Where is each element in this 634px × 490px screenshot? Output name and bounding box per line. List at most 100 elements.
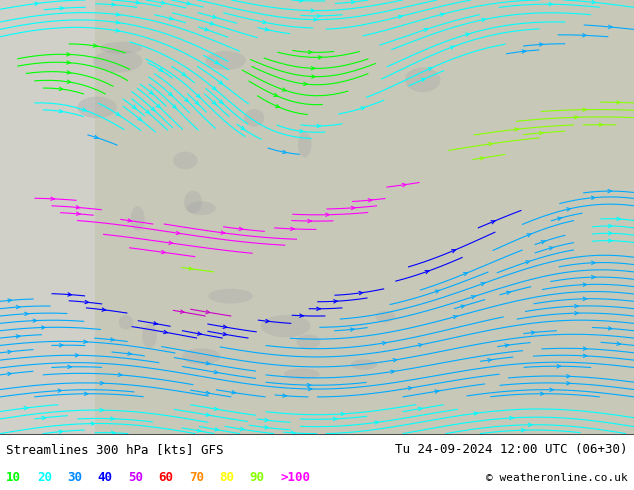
- FancyArrowPatch shape: [110, 338, 114, 341]
- FancyArrowPatch shape: [299, 0, 303, 2]
- FancyArrowPatch shape: [609, 232, 612, 235]
- FancyArrowPatch shape: [311, 9, 314, 12]
- FancyArrowPatch shape: [25, 312, 29, 316]
- FancyArrowPatch shape: [116, 112, 120, 116]
- FancyArrowPatch shape: [197, 429, 201, 432]
- FancyArrowPatch shape: [206, 362, 210, 365]
- FancyArrowPatch shape: [115, 29, 119, 32]
- FancyArrowPatch shape: [195, 101, 199, 105]
- FancyArrowPatch shape: [527, 234, 531, 237]
- FancyArrowPatch shape: [505, 344, 508, 347]
- Ellipse shape: [209, 289, 253, 304]
- FancyArrowPatch shape: [214, 370, 218, 374]
- Ellipse shape: [244, 109, 264, 127]
- FancyArrowPatch shape: [35, 2, 39, 5]
- FancyArrowPatch shape: [333, 417, 337, 420]
- Ellipse shape: [131, 206, 145, 231]
- FancyArrowPatch shape: [82, 108, 86, 111]
- FancyArrowPatch shape: [51, 197, 55, 200]
- FancyArrowPatch shape: [304, 82, 307, 86]
- FancyArrowPatch shape: [67, 80, 71, 83]
- FancyArrowPatch shape: [16, 305, 20, 309]
- FancyArrowPatch shape: [60, 7, 63, 10]
- FancyArrowPatch shape: [59, 109, 63, 113]
- FancyArrowPatch shape: [488, 359, 491, 362]
- FancyArrowPatch shape: [67, 61, 70, 64]
- FancyArrowPatch shape: [341, 413, 344, 416]
- FancyArrowPatch shape: [583, 283, 586, 286]
- FancyArrowPatch shape: [418, 407, 422, 411]
- FancyArrowPatch shape: [592, 196, 595, 199]
- FancyArrowPatch shape: [482, 18, 486, 22]
- FancyArrowPatch shape: [435, 390, 439, 393]
- FancyArrowPatch shape: [67, 71, 71, 74]
- FancyArrowPatch shape: [540, 43, 543, 46]
- Ellipse shape: [284, 368, 320, 380]
- FancyArrowPatch shape: [317, 124, 321, 128]
- FancyArrowPatch shape: [436, 290, 439, 293]
- FancyArrowPatch shape: [85, 300, 89, 304]
- FancyArrowPatch shape: [206, 413, 210, 416]
- FancyArrowPatch shape: [361, 107, 365, 110]
- FancyArrowPatch shape: [212, 15, 216, 18]
- FancyArrowPatch shape: [351, 328, 354, 331]
- FancyArrowPatch shape: [549, 246, 553, 250]
- FancyArrowPatch shape: [375, 421, 378, 424]
- FancyArrowPatch shape: [146, 110, 150, 114]
- FancyArrowPatch shape: [480, 157, 484, 160]
- FancyArrowPatch shape: [128, 219, 132, 222]
- FancyArrowPatch shape: [450, 46, 455, 49]
- FancyArrowPatch shape: [75, 354, 79, 357]
- FancyArrowPatch shape: [326, 213, 329, 217]
- FancyArrowPatch shape: [116, 13, 120, 16]
- FancyArrowPatch shape: [403, 183, 406, 187]
- FancyArrowPatch shape: [223, 325, 227, 328]
- Ellipse shape: [173, 151, 198, 169]
- FancyArrowPatch shape: [197, 94, 200, 98]
- FancyArrowPatch shape: [189, 267, 193, 270]
- FancyArrowPatch shape: [94, 135, 98, 139]
- FancyArrowPatch shape: [599, 123, 603, 126]
- FancyArrowPatch shape: [510, 416, 513, 420]
- FancyArrowPatch shape: [138, 117, 142, 121]
- FancyArrowPatch shape: [617, 217, 621, 220]
- FancyArrowPatch shape: [574, 116, 578, 119]
- FancyArrowPatch shape: [526, 261, 529, 264]
- Text: Tu 24-09-2024 12:00 UTC (06+30): Tu 24-09-2024 12:00 UTC (06+30): [395, 443, 628, 456]
- FancyArrowPatch shape: [418, 343, 422, 347]
- FancyArrowPatch shape: [59, 87, 63, 91]
- Ellipse shape: [184, 191, 202, 213]
- FancyArrowPatch shape: [312, 75, 315, 78]
- FancyArrowPatch shape: [550, 388, 553, 392]
- Ellipse shape: [205, 51, 246, 70]
- FancyArrowPatch shape: [617, 342, 621, 345]
- FancyArrowPatch shape: [451, 249, 456, 253]
- FancyArrowPatch shape: [169, 17, 173, 20]
- Text: 70: 70: [189, 471, 204, 484]
- FancyArrowPatch shape: [583, 297, 586, 300]
- FancyArrowPatch shape: [398, 15, 402, 19]
- FancyArrowPatch shape: [440, 13, 444, 16]
- FancyArrowPatch shape: [522, 50, 526, 53]
- FancyArrowPatch shape: [489, 143, 493, 146]
- FancyArrowPatch shape: [100, 409, 103, 412]
- FancyArrowPatch shape: [205, 27, 209, 31]
- FancyArrowPatch shape: [393, 359, 397, 362]
- FancyArrowPatch shape: [424, 28, 428, 31]
- FancyArrowPatch shape: [558, 217, 562, 220]
- FancyArrowPatch shape: [567, 208, 571, 211]
- FancyArrowPatch shape: [93, 44, 97, 47]
- FancyArrowPatch shape: [206, 310, 210, 314]
- FancyArrowPatch shape: [515, 128, 519, 131]
- Text: © weatheronline.co.uk: © weatheronline.co.uk: [486, 472, 628, 483]
- FancyArrowPatch shape: [583, 347, 587, 350]
- FancyArrowPatch shape: [100, 381, 104, 385]
- FancyArrowPatch shape: [583, 34, 586, 37]
- FancyArrowPatch shape: [549, 2, 552, 6]
- FancyArrowPatch shape: [290, 227, 294, 230]
- FancyArrowPatch shape: [265, 27, 269, 31]
- Ellipse shape: [182, 348, 221, 365]
- FancyArrowPatch shape: [609, 224, 612, 228]
- FancyArrowPatch shape: [180, 310, 184, 313]
- FancyArrowPatch shape: [276, 104, 280, 108]
